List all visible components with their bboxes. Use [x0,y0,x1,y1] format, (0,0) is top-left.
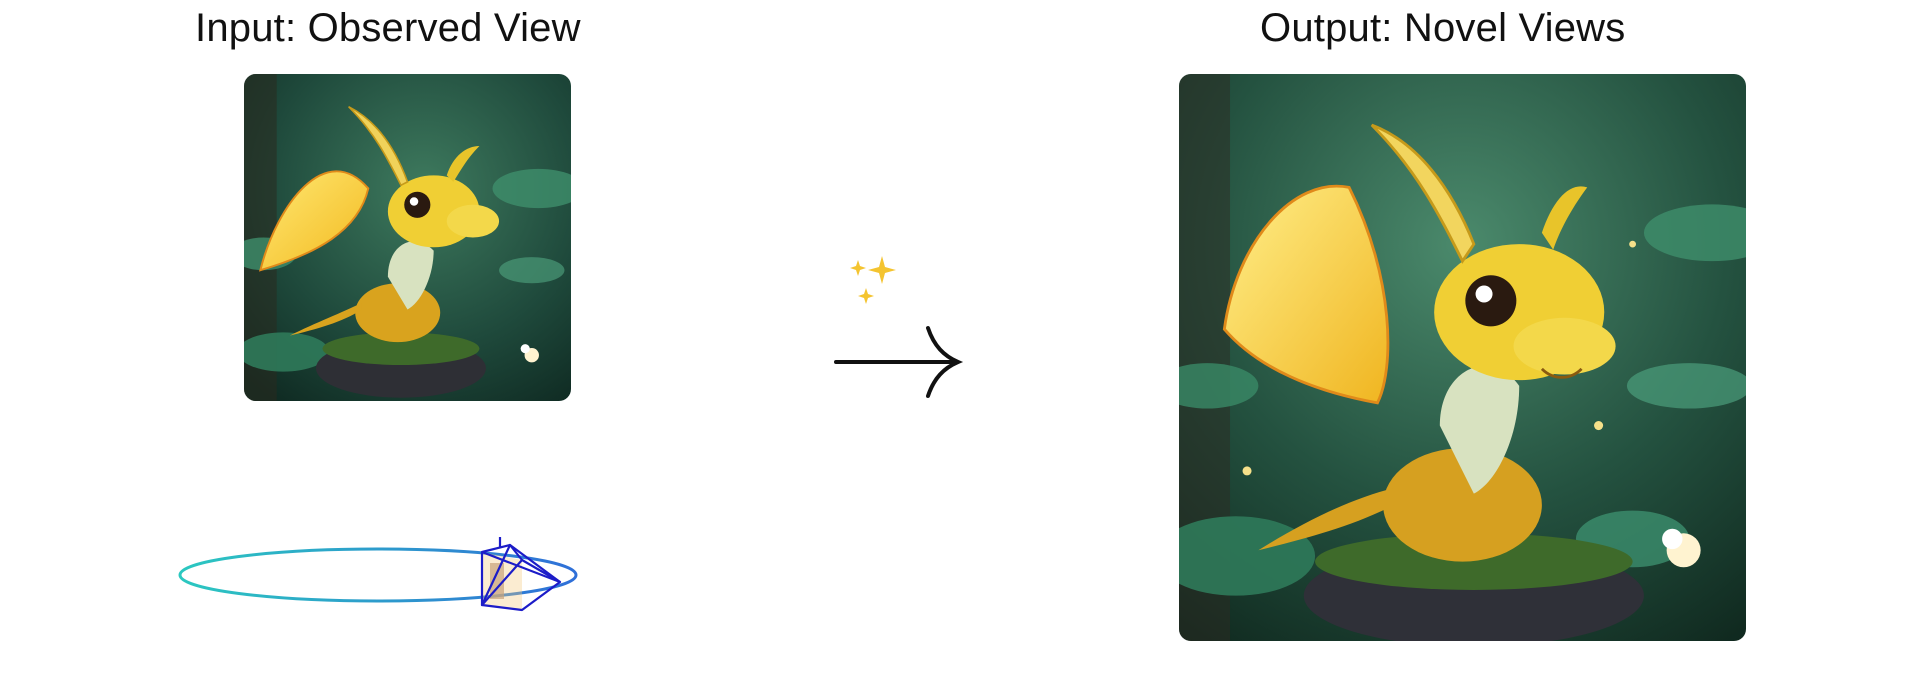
camera-frustum-icon [480,537,562,612]
input-image [244,74,571,401]
sparkles-icon [850,256,896,304]
dragon-illustration [244,74,571,401]
right-arrow-icon [834,326,964,398]
output-image [1179,74,1746,641]
dragon-illustration [1179,74,1746,641]
output-title: Output: Novel Views [1260,6,1626,50]
input-title: Input: Observed View [195,6,581,50]
transition-area [830,250,970,410]
camera-orbit-icon [170,525,590,625]
